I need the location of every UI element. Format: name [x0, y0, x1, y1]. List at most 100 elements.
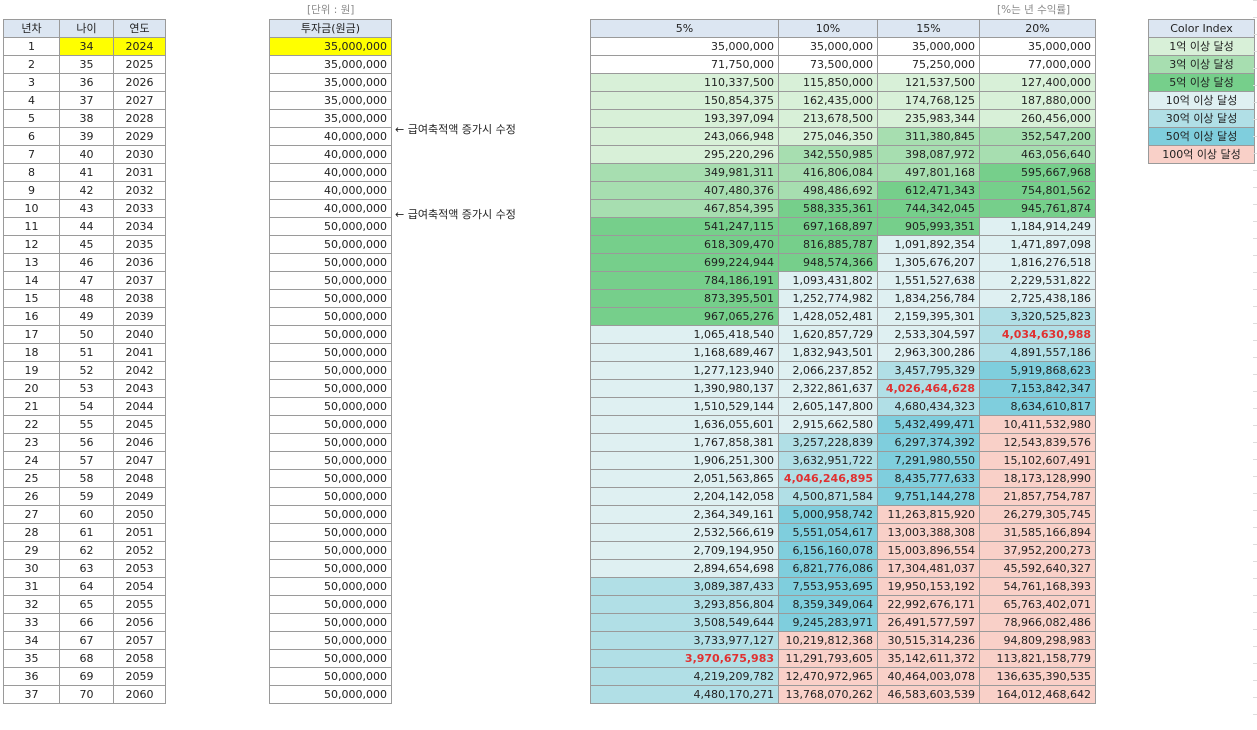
year-index-cell[interactable]: 11	[3, 217, 60, 236]
return-value-cell[interactable]: 1,065,418,540	[590, 325, 779, 344]
return-value-cell[interactable]: 467,854,395	[590, 199, 779, 218]
year-index-cell[interactable]: 25	[3, 469, 60, 488]
return-value-cell[interactable]: 162,435,000	[778, 91, 878, 110]
investment-cell[interactable]: 50,000,000	[269, 271, 392, 290]
return-value-cell[interactable]: 8,359,349,064	[778, 595, 878, 614]
investment-cell[interactable]: 50,000,000	[269, 451, 392, 470]
year-index-cell[interactable]: 24	[3, 451, 60, 470]
color-index-item[interactable]: 3억 이상 달성	[1148, 55, 1255, 74]
year-cell[interactable]: 2040	[113, 325, 166, 344]
investment-cell[interactable]: 50,000,000	[269, 307, 392, 326]
return-value-cell[interactable]: 113,821,158,779	[979, 649, 1096, 668]
return-value-cell[interactable]: 1,636,055,601	[590, 415, 779, 434]
age-cell[interactable]: 53	[59, 379, 114, 398]
return-value-cell[interactable]: 35,142,611,372	[877, 649, 980, 668]
investment-cell[interactable]: 40,000,000	[269, 145, 392, 164]
return-value-cell[interactable]: 275,046,350	[778, 127, 878, 146]
return-value-cell[interactable]: 13,003,388,308	[877, 523, 980, 542]
return-value-cell[interactable]: 541,247,115	[590, 217, 779, 236]
main-header-cell[interactable]: 연도	[113, 19, 166, 38]
return-value-cell[interactable]: 127,400,000	[979, 73, 1096, 92]
color-index-item[interactable]: 1억 이상 달성	[1148, 37, 1255, 56]
year-cell[interactable]: 2033	[113, 199, 166, 218]
year-index-cell[interactable]: 22	[3, 415, 60, 434]
return-value-cell[interactable]: 213,678,500	[778, 109, 878, 128]
age-cell[interactable]: 66	[59, 613, 114, 632]
year-cell[interactable]: 2057	[113, 631, 166, 650]
return-value-cell[interactable]: 243,066,948	[590, 127, 779, 146]
return-value-cell[interactable]: 6,821,776,086	[778, 559, 878, 578]
return-value-cell[interactable]: 1,471,897,098	[979, 235, 1096, 254]
age-cell[interactable]: 34	[59, 37, 114, 56]
year-index-cell[interactable]: 31	[3, 577, 60, 596]
investment-cell[interactable]: 50,000,000	[269, 469, 392, 488]
year-index-cell[interactable]: 2	[3, 55, 60, 74]
return-value-cell[interactable]: 94,809,298,983	[979, 631, 1096, 650]
return-value-cell[interactable]: 1,305,676,207	[877, 253, 980, 272]
return-value-cell[interactable]: 6,297,374,392	[877, 433, 980, 452]
color-index-item[interactable]: 30억 이상 달성	[1148, 109, 1255, 128]
return-value-cell[interactable]: 311,380,845	[877, 127, 980, 146]
return-value-cell[interactable]: 699,224,944	[590, 253, 779, 272]
age-cell[interactable]: 55	[59, 415, 114, 434]
year-index-cell[interactable]: 36	[3, 667, 60, 686]
age-cell[interactable]: 70	[59, 685, 114, 704]
age-cell[interactable]: 48	[59, 289, 114, 308]
investment-cell[interactable]: 50,000,000	[269, 415, 392, 434]
age-cell[interactable]: 50	[59, 325, 114, 344]
return-value-cell[interactable]: 35,000,000	[778, 37, 878, 56]
return-value-cell[interactable]: 2,915,662,580	[778, 415, 878, 434]
investment-cell[interactable]: 50,000,000	[269, 667, 392, 686]
return-value-cell[interactable]: 7,153,842,347	[979, 379, 1096, 398]
color-index-item[interactable]: 50억 이상 달성	[1148, 127, 1255, 146]
age-cell[interactable]: 57	[59, 451, 114, 470]
age-cell[interactable]: 40	[59, 145, 114, 164]
investment-cell[interactable]: 50,000,000	[269, 217, 392, 236]
return-value-cell[interactable]: 697,168,897	[778, 217, 878, 236]
age-cell[interactable]: 39	[59, 127, 114, 146]
year-cell[interactable]: 2055	[113, 595, 166, 614]
return-value-cell[interactable]: 352,547,200	[979, 127, 1096, 146]
return-value-cell[interactable]: 8,435,777,633	[877, 469, 980, 488]
investment-cell[interactable]: 50,000,000	[269, 595, 392, 614]
return-rate-header[interactable]: 10%	[778, 19, 878, 38]
return-value-cell[interactable]: 187,880,000	[979, 91, 1096, 110]
year-cell[interactable]: 2043	[113, 379, 166, 398]
return-value-cell[interactable]: 4,891,557,186	[979, 343, 1096, 362]
return-value-cell[interactable]: 295,220,296	[590, 145, 779, 164]
year-cell[interactable]: 2045	[113, 415, 166, 434]
age-cell[interactable]: 52	[59, 361, 114, 380]
return-value-cell[interactable]: 3,320,525,823	[979, 307, 1096, 326]
return-value-cell[interactable]: 2,894,654,698	[590, 559, 779, 578]
return-value-cell[interactable]: 3,970,675,983	[590, 649, 779, 668]
year-cell[interactable]: 2044	[113, 397, 166, 416]
year-cell[interactable]: 2050	[113, 505, 166, 524]
return-value-cell[interactable]: 26,491,577,597	[877, 613, 980, 632]
return-value-cell[interactable]: 18,173,128,990	[979, 469, 1096, 488]
investment-cell[interactable]: 50,000,000	[269, 361, 392, 380]
return-value-cell[interactable]: 744,342,045	[877, 199, 980, 218]
year-cell[interactable]: 2060	[113, 685, 166, 704]
investment-cell[interactable]: 50,000,000	[269, 577, 392, 596]
investment-header[interactable]: 투자금(원금)	[269, 19, 392, 38]
return-value-cell[interactable]: 3,508,549,644	[590, 613, 779, 632]
return-value-cell[interactable]: 754,801,562	[979, 181, 1096, 200]
age-cell[interactable]: 43	[59, 199, 114, 218]
age-cell[interactable]: 62	[59, 541, 114, 560]
return-value-cell[interactable]: 3,632,951,722	[778, 451, 878, 470]
age-cell[interactable]: 61	[59, 523, 114, 542]
year-index-cell[interactable]: 32	[3, 595, 60, 614]
age-cell[interactable]: 45	[59, 235, 114, 254]
age-cell[interactable]: 38	[59, 109, 114, 128]
year-cell[interactable]: 2058	[113, 649, 166, 668]
year-index-cell[interactable]: 28	[3, 523, 60, 542]
return-value-cell[interactable]: 1,620,857,729	[778, 325, 878, 344]
return-value-cell[interactable]: 1,832,943,501	[778, 343, 878, 362]
year-index-cell[interactable]: 30	[3, 559, 60, 578]
return-value-cell[interactable]: 1,093,431,802	[778, 271, 878, 290]
return-value-cell[interactable]: 78,966,082,486	[979, 613, 1096, 632]
year-cell[interactable]: 2052	[113, 541, 166, 560]
year-cell[interactable]: 2034	[113, 217, 166, 236]
year-cell[interactable]: 2047	[113, 451, 166, 470]
investment-cell[interactable]: 50,000,000	[269, 235, 392, 254]
